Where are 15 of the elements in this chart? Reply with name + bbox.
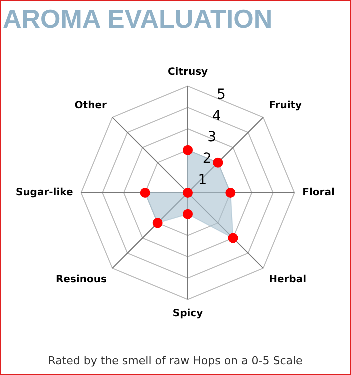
spoke-label: Spicy: [172, 308, 204, 320]
spoke-label: Floral: [302, 188, 335, 199]
y-tick-label: 2: [202, 150, 212, 167]
text: Rated by the smell of raw Hops on a 0-5 Scale: [48, 354, 304, 368]
spoke-label: Herbal: [269, 274, 307, 286]
spoke-label: Resinous: [56, 274, 107, 286]
y-tick-label: 5: [217, 86, 226, 103]
spoke-label: Sugar-like: [16, 188, 74, 199]
spoke-label: Citrusy: [168, 66, 209, 78]
chart-title: AROMA EVALUATION: [3, 4, 273, 34]
spoke-label: Fruity: [269, 100, 303, 112]
y-tick-label: 1: [198, 172, 208, 188]
y-tick-label: 4: [212, 108, 222, 124]
y-tick-label: 3: [208, 130, 217, 146]
spoke-label: Other: [74, 100, 107, 112]
